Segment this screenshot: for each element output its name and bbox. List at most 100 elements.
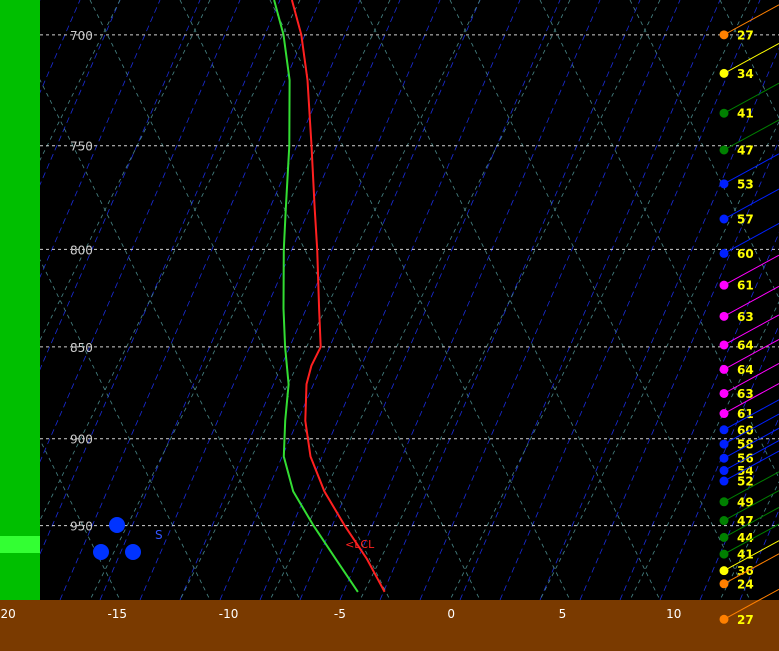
isotherm-line <box>379 0 641 601</box>
wind-speed-dot <box>719 476 729 486</box>
wind-barb-shaft <box>723 254 779 286</box>
pressure-tick-label: 700 <box>70 29 93 43</box>
isotherm-line <box>139 0 401 601</box>
wind-barb-shaft <box>723 285 779 317</box>
wind-speed-dot <box>719 453 729 463</box>
isotherm-line <box>0 0 241 555</box>
isotherm-line <box>0 0 161 371</box>
wind-barb-shaft <box>723 314 779 346</box>
wind-barb-shaft <box>723 427 779 459</box>
left-bar <box>0 0 40 600</box>
wind-speed-label: 63 <box>737 310 754 324</box>
wind-speed-label: 41 <box>737 548 754 562</box>
wind-speed-dot <box>719 214 729 224</box>
wind-speed-label: 57 <box>737 213 754 227</box>
wind-barb-shaft <box>723 82 779 114</box>
wind-barb-shaft <box>723 153 779 185</box>
isotherm-line <box>539 47 779 601</box>
isotherm-line <box>0 0 121 278</box>
wind-speed-dot <box>719 248 729 258</box>
isotherm-line <box>19 0 281 601</box>
isotherm-line <box>499 0 761 601</box>
wind-barb-shaft <box>723 222 779 254</box>
temperature-tick-label: -15 <box>107 607 127 621</box>
wind-speed-label: 41 <box>737 107 754 121</box>
left-bar-marker <box>0 536 40 553</box>
isotherm-line <box>99 0 361 601</box>
wind-barb-shaft <box>723 506 779 538</box>
isotherm-line <box>459 0 721 601</box>
pressure-tick-label: 850 <box>70 341 93 355</box>
wind-speed-dot <box>719 439 729 449</box>
wind-barb-shaft <box>723 540 779 572</box>
wind-speed-dot <box>719 497 729 507</box>
wind-barb-shaft <box>723 523 779 555</box>
symbol-label: S <box>155 528 163 542</box>
temperature-tick-label: -5 <box>334 607 346 621</box>
wind-speed-label: 63 <box>737 387 754 401</box>
wind-speed-dot <box>719 179 729 189</box>
wind-speed-label: 64 <box>737 363 754 377</box>
wind-speed-dot <box>719 532 729 542</box>
wind-speed-dot <box>719 566 729 576</box>
wind-speed-dot <box>719 409 729 419</box>
wind-speed-dot <box>719 108 729 118</box>
wind-speed-label: 44 <box>737 531 754 545</box>
wind-barb-shaft <box>723 383 779 414</box>
wind-speed-label: 47 <box>737 143 754 157</box>
wind-barb-shaft <box>723 363 779 394</box>
wind-speed-dot <box>719 30 729 40</box>
isotherm-line <box>219 0 481 601</box>
temperature-tick-label: 10 <box>666 607 681 621</box>
pressure-tick-label: 950 <box>70 520 93 534</box>
ground-bar <box>0 600 779 651</box>
wind-speed-label: 36 <box>737 564 754 578</box>
wind-speed-label: 58 <box>737 438 754 452</box>
pressure-tick-label: 800 <box>70 243 93 257</box>
wind-barb-shaft <box>723 188 779 220</box>
wind-speed-label: 61 <box>737 407 754 421</box>
symbol-dot <box>109 517 125 533</box>
pressure-tick-label: 900 <box>70 433 93 447</box>
dewpoint-profile-line <box>273 0 359 593</box>
wind-speed-label: 47 <box>737 514 754 528</box>
wind-speed-dot <box>719 388 729 398</box>
wind-speed-dot <box>719 364 729 374</box>
isotherm-line <box>299 0 561 601</box>
wind-speed-dot <box>719 614 729 624</box>
wind-speed-label: 27 <box>737 28 754 42</box>
isotherm-line <box>0 0 201 463</box>
wind-speed-label: 52 <box>737 475 754 489</box>
wind-speed-label: 49 <box>737 495 754 509</box>
wind-speed-label: 27 <box>737 613 754 627</box>
lcl-label: <LCL <box>345 538 375 551</box>
wind-barb-shaft <box>723 4 779 36</box>
wind-barb-shaft <box>723 338 779 370</box>
temperature-tick-label: -10 <box>219 607 239 621</box>
wind-speed-dot <box>719 516 729 526</box>
wind-speed-dot <box>719 340 729 350</box>
wind-speed-dot <box>719 425 729 435</box>
wind-barb-shaft <box>723 553 779 585</box>
pressure-tick-label: 750 <box>70 140 93 154</box>
wind-speed-label: 24 <box>737 577 754 591</box>
wind-barb-shaft <box>723 399 779 431</box>
wind-speed-label: 60 <box>737 423 754 437</box>
wind-barb-shaft <box>723 490 779 521</box>
wind-speed-dot <box>719 68 729 78</box>
temperature-tick-label: -20 <box>0 607 16 621</box>
wind-barb-shaft <box>723 588 779 620</box>
isotherm-line <box>419 0 681 601</box>
wind-speed-dot <box>719 280 729 290</box>
wind-speed-label: 53 <box>737 177 754 191</box>
isotherm-line <box>339 0 601 601</box>
wind-speed-label: 34 <box>737 67 754 81</box>
wind-speed-label: 60 <box>737 247 754 261</box>
wind-barb-shaft <box>723 42 779 74</box>
wind-speed-dot <box>719 579 729 589</box>
isotherm-line <box>59 0 321 601</box>
temperature-tick-label: 0 <box>447 607 455 621</box>
wind-speed-label: 61 <box>737 279 754 293</box>
symbol-dot <box>125 544 141 560</box>
